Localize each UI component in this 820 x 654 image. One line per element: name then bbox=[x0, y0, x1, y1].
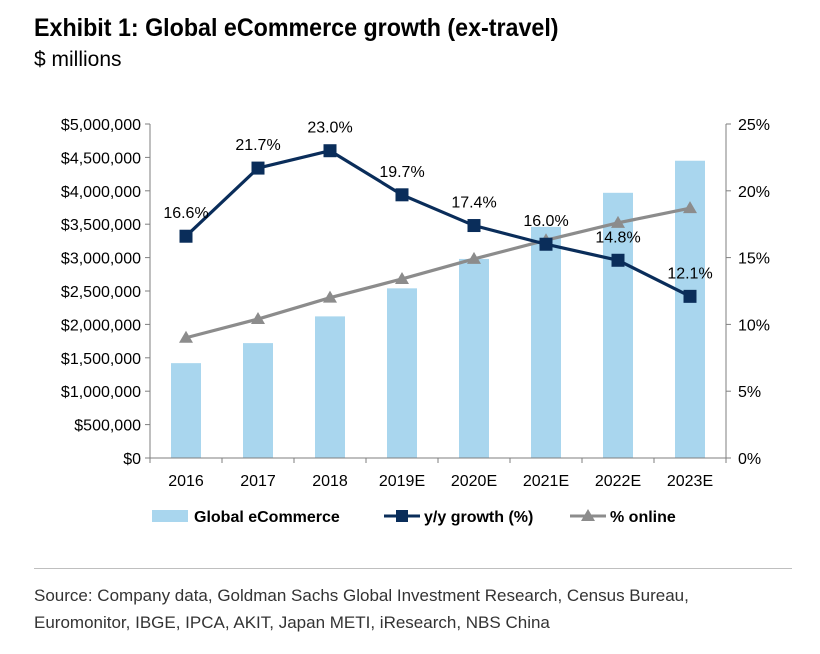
growth-data-label: 16.6% bbox=[163, 205, 208, 222]
source-line-2: Euromonitor, IBGE, IPCA, AKIT, Japan MET… bbox=[34, 613, 550, 632]
online-marker-2020E bbox=[467, 251, 481, 264]
online-marker-2018 bbox=[323, 290, 337, 303]
online-line bbox=[185, 206, 691, 340]
y-left-tick-label: $0 bbox=[123, 451, 141, 468]
growth-data-label: 12.1% bbox=[667, 265, 712, 282]
y-right-tick-label: 10% bbox=[738, 317, 770, 334]
combo-chart: $0 $500,000 $1,000,000 $1,500,000 $2,000,000… bbox=[61, 117, 770, 526]
growth-data-label: 16.0% bbox=[523, 213, 568, 230]
y-left-tick-label: $3,000,000 bbox=[61, 251, 141, 268]
legend-label-ecommerce: Global eCommerce bbox=[194, 509, 340, 526]
y-left-tick-label: $500,000 bbox=[74, 418, 141, 435]
divider bbox=[34, 568, 792, 569]
y-left-tick-label: $1,500,000 bbox=[61, 351, 141, 368]
y-right-tick-label: 0% bbox=[738, 451, 761, 468]
legend-label-growth: y/y growth (%) bbox=[424, 509, 533, 526]
growth-marker-2019E bbox=[395, 188, 409, 202]
growth-data-label: 19.7% bbox=[379, 164, 424, 181]
growth-line bbox=[184, 149, 691, 298]
growth-marker-2020E bbox=[467, 219, 481, 233]
x-tick-label: 2018 bbox=[312, 473, 348, 490]
y-left-tick-label: $4,500,000 bbox=[61, 150, 141, 167]
y-right-tick-label: 25% bbox=[738, 117, 770, 134]
y-right-tick-label: 5% bbox=[738, 384, 761, 401]
growth-data-label: 21.7% bbox=[235, 137, 280, 154]
y-left-tick-label: $3,500,000 bbox=[61, 217, 141, 234]
y-right-tick-label: 20% bbox=[738, 184, 770, 201]
online-marker-2022E bbox=[611, 215, 625, 228]
x-tick-label: 2017 bbox=[240, 473, 276, 490]
growth-marker-2023E bbox=[683, 289, 697, 303]
bar-2016 bbox=[171, 363, 201, 458]
online-marker-2023E bbox=[683, 201, 697, 214]
x-tick-label: 2022E bbox=[595, 473, 641, 490]
bar-2019E bbox=[387, 288, 417, 458]
y-left-tick-label: $4,000,000 bbox=[61, 184, 141, 201]
chart-title: Exhibit 1: Global eCommerce growth (ex-t… bbox=[34, 14, 559, 42]
x-tick-label: 2020E bbox=[451, 473, 497, 490]
growth-marker-2018 bbox=[323, 144, 337, 158]
bar-2018 bbox=[315, 316, 345, 458]
growth-marker-2016 bbox=[179, 229, 193, 243]
chart-subtitle: $ millions bbox=[34, 48, 122, 71]
x-tick-label: 2019E bbox=[379, 473, 425, 490]
legend-marker-growth bbox=[396, 510, 408, 522]
online-marker-2019E bbox=[395, 271, 409, 284]
growth-marker-2022E bbox=[611, 253, 625, 267]
y-left-tick-label: $2,000,000 bbox=[61, 317, 141, 334]
y-left-tick-label: $1,000,000 bbox=[61, 384, 141, 401]
y-right-tick-label: 15% bbox=[738, 251, 770, 268]
growth-data-label: 14.8% bbox=[595, 229, 640, 246]
online-marker-2016 bbox=[179, 330, 193, 343]
source-note: Source: Company data, Goldman Sachs Glob… bbox=[34, 582, 794, 636]
legend-marker-online bbox=[581, 509, 595, 521]
y-left-tick-label: $5,000,000 bbox=[61, 117, 141, 134]
growth-data-label: 23.0% bbox=[307, 120, 352, 137]
bar-2020E bbox=[459, 258, 489, 458]
legend-swatch-ecommerce bbox=[152, 510, 188, 522]
x-tick-label: 2021E bbox=[523, 473, 569, 490]
online-marker-2017 bbox=[251, 312, 265, 325]
bar-2017 bbox=[243, 343, 273, 458]
bar-2021E bbox=[531, 226, 561, 458]
growth-marker-2017 bbox=[251, 161, 265, 175]
bar-2022E bbox=[603, 192, 633, 458]
x-tick-label: 2023E bbox=[667, 473, 713, 490]
y-left-tick-label: $2,500,000 bbox=[61, 284, 141, 301]
growth-data-label: 17.4% bbox=[451, 195, 496, 212]
legend-label-online: % online bbox=[610, 509, 676, 526]
source-line-1: Source: Company data, Goldman Sachs Glob… bbox=[34, 586, 689, 605]
x-tick-label: 2016 bbox=[168, 473, 204, 490]
growth-marker-2021E bbox=[539, 237, 553, 251]
